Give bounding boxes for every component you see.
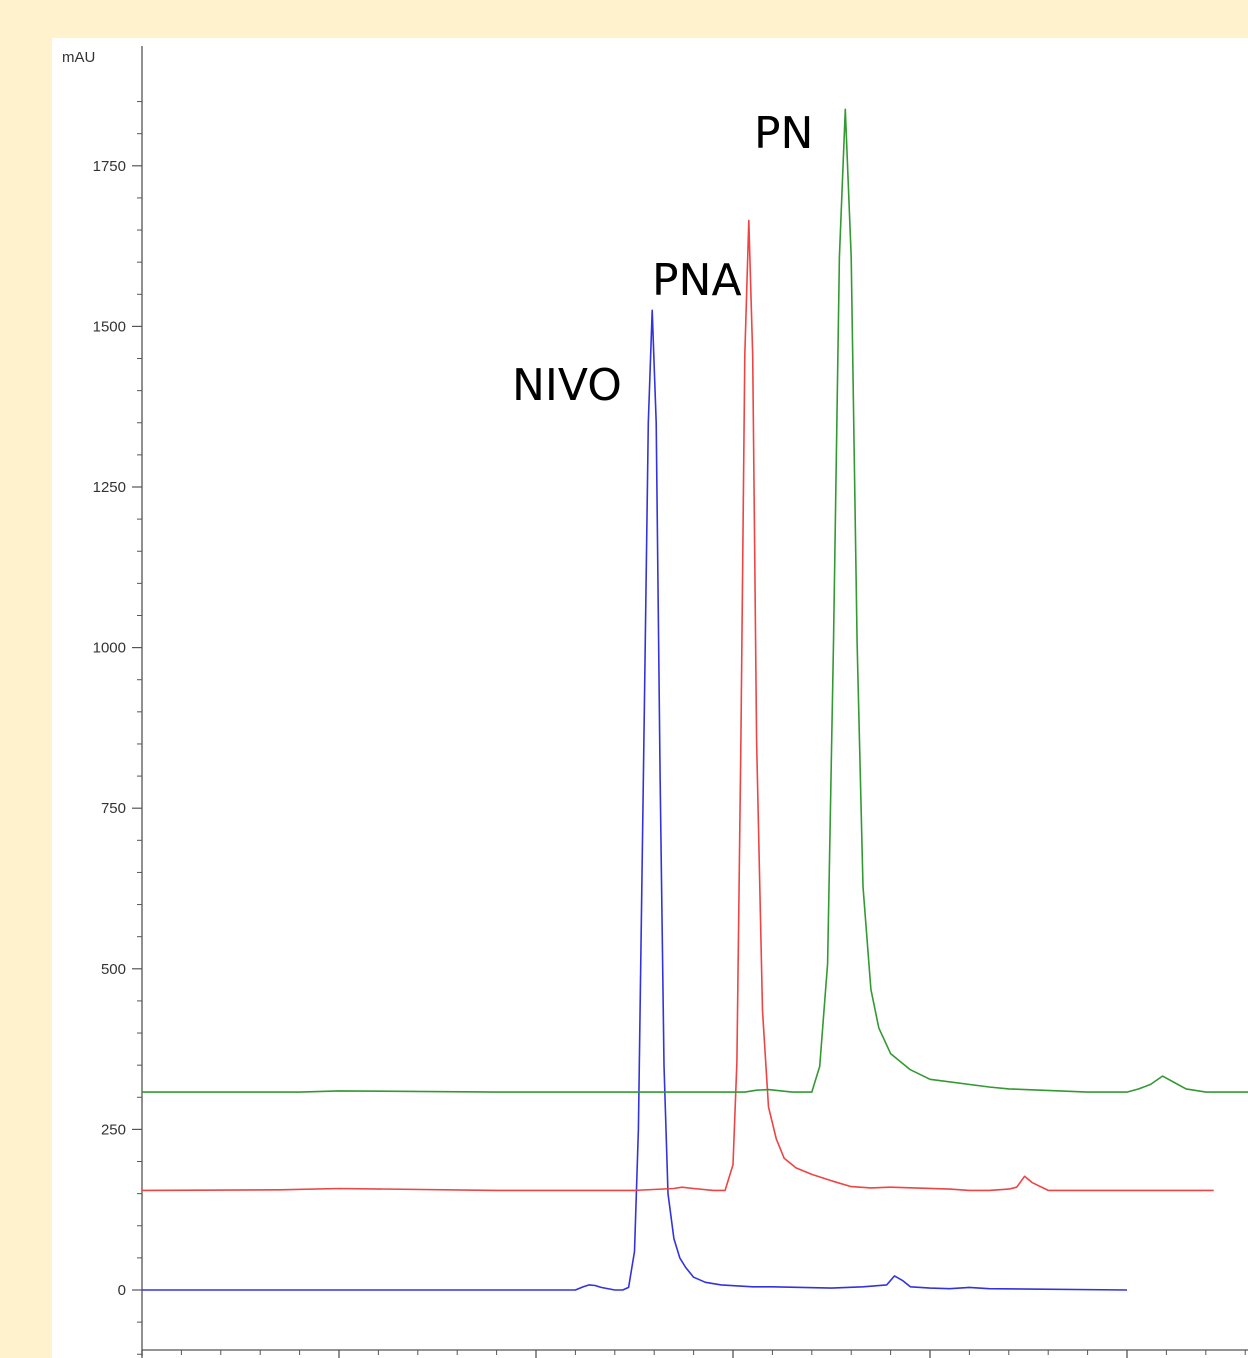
series-trace-nivo [142, 309, 1128, 1291]
peak-label-pna: PNA [652, 255, 742, 306]
series-trace-pn [142, 108, 1248, 1093]
y-tick-label: 250 [101, 1121, 126, 1138]
y-tick-label: 750 [101, 800, 126, 817]
y-axis-unit-label: mAU [62, 49, 95, 66]
series-layer [141, 108, 1248, 1291]
y-tick-label: 1000 [93, 640, 126, 657]
series-trace-pna [141, 219, 1214, 1192]
y-tick-label: 1500 [93, 318, 126, 335]
y-tick-label: 500 [101, 961, 126, 978]
annotation-layer: NIVO PNA PN [512, 108, 813, 411]
axes-layer: 0 250 500 750 1000 1250 1500 1750 [93, 46, 1248, 1358]
y-tick-label: 1750 [93, 158, 126, 175]
plot-panel: 0 250 500 750 1000 1250 1500 1750 NIVO PNA PN mAU [52, 38, 1248, 1358]
y-tick-label: 1250 [93, 479, 126, 496]
y-tick-label: 0 [118, 1282, 126, 1299]
peak-label-pn: PN [754, 108, 813, 159]
peak-label-nivo: NIVO [512, 360, 622, 411]
chromatogram-chart: 0 250 500 750 1000 1250 1500 1750 NIVO PNA PN mAU [62, 46, 1248, 1358]
